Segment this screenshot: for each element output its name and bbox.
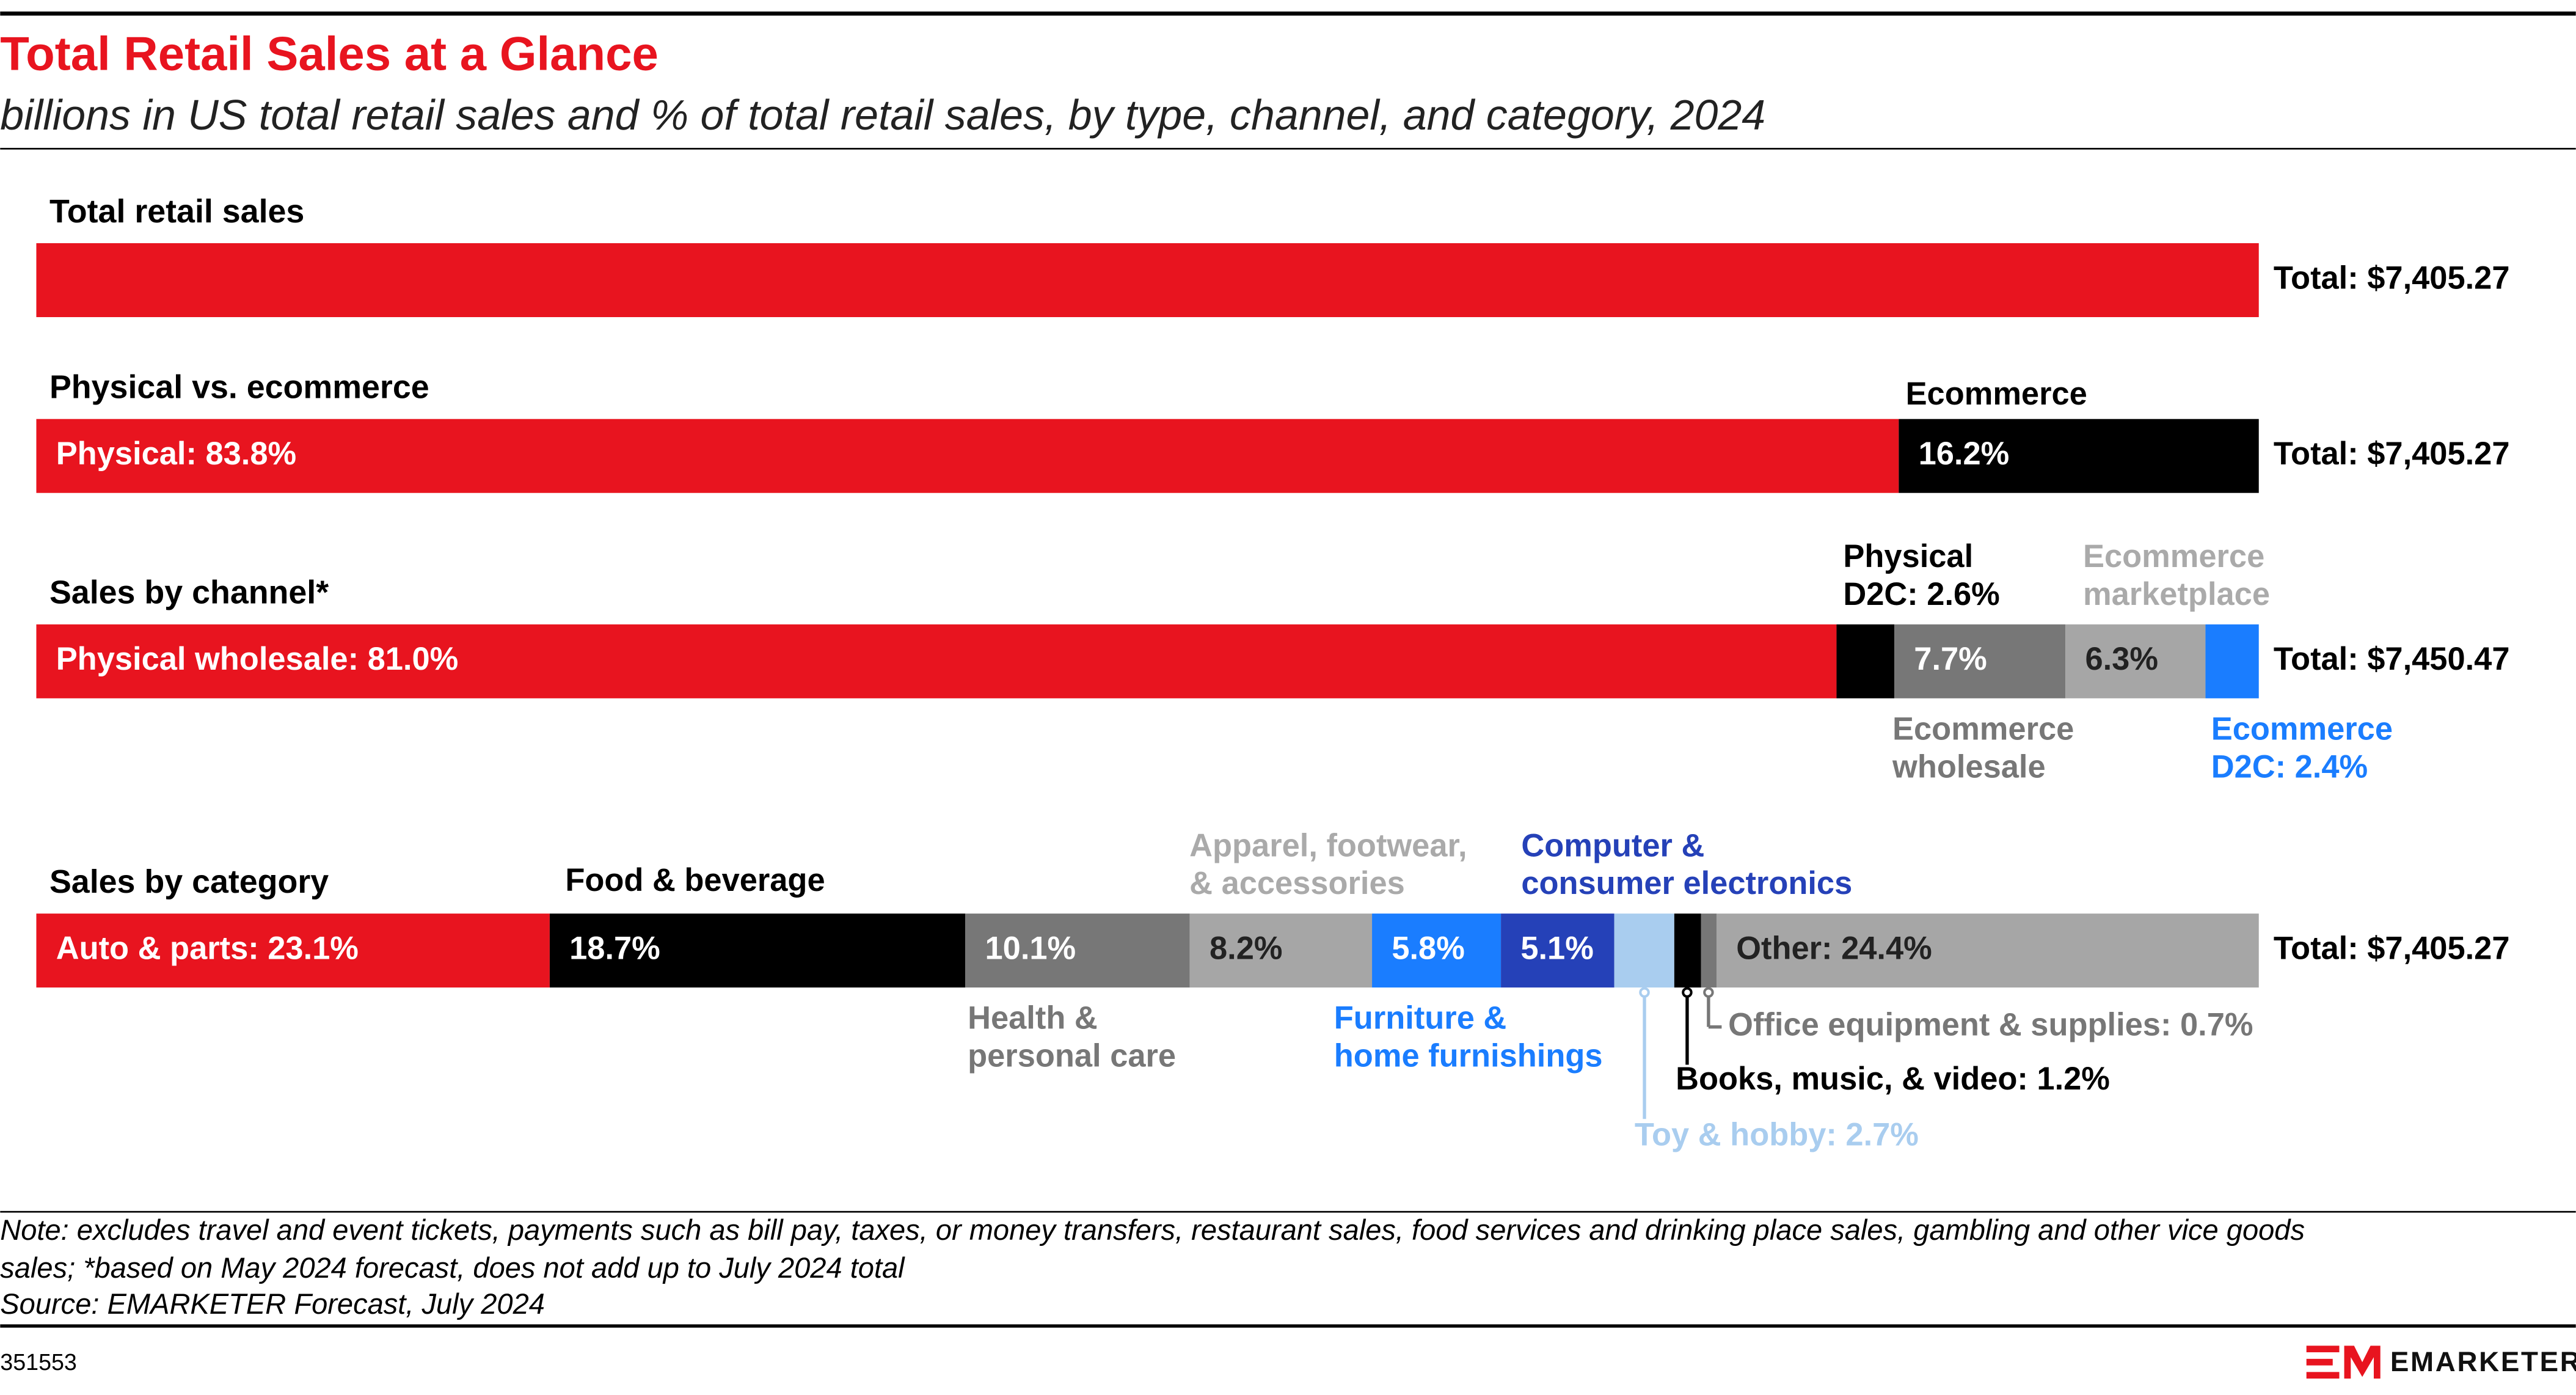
note: sales; *based on May 2024 forecast, does… xyxy=(0,1251,905,1284)
value-label: 8.2% xyxy=(1210,931,1283,966)
value-label: Physical: 83.8% xyxy=(56,436,296,472)
bar-segment xyxy=(549,914,966,988)
value-label: Office equipment & supplies: 0.7% xyxy=(1728,1007,2253,1042)
total-label: Total: $7,405.27 xyxy=(2274,436,2510,472)
brand: EMARKETER xyxy=(2390,1346,2576,1377)
bar-segment xyxy=(965,914,1190,988)
total-label: Total: $7,450.47 xyxy=(2274,642,2510,677)
value-label: 16.2% xyxy=(1919,436,2010,472)
segment-name: Health & xyxy=(968,1001,1098,1036)
value-label: 5.8% xyxy=(1392,931,1465,966)
bar-segment xyxy=(36,914,550,988)
bar-segment xyxy=(36,243,2259,317)
segment-name: personal care xyxy=(968,1039,1176,1074)
bar-segment xyxy=(1372,914,1501,988)
segment-name: home furnishings xyxy=(1334,1039,1603,1074)
segment-name: Ecommerce xyxy=(1892,711,2074,747)
segment-name: Furniture & xyxy=(1334,1001,1506,1036)
bar-segment xyxy=(1894,624,2066,698)
note: Note: excludes travel and event tickets,… xyxy=(0,1214,2305,1246)
bar-segment xyxy=(36,624,1837,698)
top-rule xyxy=(0,11,2576,16)
segment-name: marketplace xyxy=(2083,577,2270,612)
row-title: Sales by category xyxy=(49,863,329,900)
value-label: Books, music, & video: 1.2% xyxy=(1676,1061,2110,1097)
title: Total Retail Sales at a Glance xyxy=(0,27,659,81)
bar-segment xyxy=(36,419,1899,493)
value-label: Other: 24.4% xyxy=(1736,931,1932,966)
bar-segment xyxy=(1614,914,1674,988)
bar-segment xyxy=(2065,624,2206,698)
subtitle: billions in US total retail sales and % … xyxy=(0,91,1765,139)
segment-name: Ecommerce xyxy=(2083,539,2264,574)
bar-segment xyxy=(1836,624,1895,698)
bar-segment xyxy=(1701,914,1717,988)
total-label: Total: $7,405.27 xyxy=(2274,260,2510,296)
value-label: Physical wholesale: 81.0% xyxy=(56,642,459,677)
rule xyxy=(0,1324,2576,1328)
bar-segment xyxy=(1899,419,2259,493)
bar-segment xyxy=(1189,914,1373,988)
leader-dot xyxy=(1639,987,1650,998)
segment-name: Computer & xyxy=(1521,828,1704,863)
value-label: 10.1% xyxy=(985,931,1076,966)
value-label: Physical xyxy=(1843,539,1973,574)
value-label: D2C: 2.6% xyxy=(1843,577,1999,612)
row-title: Physical vs. ecommerce xyxy=(49,369,429,406)
row-title: Sales by channel* xyxy=(49,574,329,611)
value-label: Auto & parts: 23.1% xyxy=(56,931,359,966)
leader-dot xyxy=(1682,987,1693,998)
bar-segment xyxy=(2205,624,2259,698)
value-label: 6.3% xyxy=(2085,642,2158,677)
segment-name: Apparel, footwear, xyxy=(1189,828,1467,863)
segment-name: Food & beverage xyxy=(565,863,825,898)
value-label: 7.7% xyxy=(1914,642,1987,677)
bar-segment xyxy=(1674,914,1701,988)
rule xyxy=(0,1210,2576,1213)
chart-id: 351553 xyxy=(0,1349,77,1375)
value-label: 18.7% xyxy=(569,931,660,966)
bar-segment xyxy=(1716,914,2259,988)
value-label: 5.1% xyxy=(1520,931,1594,966)
value-label: Ecommerce xyxy=(2211,711,2393,747)
row-title: Total retail sales xyxy=(49,193,304,230)
rule xyxy=(0,148,2576,150)
bar-segment xyxy=(1501,914,1615,988)
segment-name: consumer electronics xyxy=(1521,866,1852,901)
segment-name: & accessories xyxy=(1189,866,1405,901)
segment-name: wholesale xyxy=(1892,749,2046,785)
segment-name: Ecommerce xyxy=(1906,376,2087,412)
source: Source: EMARKETER Forecast, July 2024 xyxy=(0,1287,545,1320)
value-label: D2C: 2.4% xyxy=(2211,749,2368,785)
value-label: Toy & hobby: 2.7% xyxy=(1635,1118,1919,1153)
logo-icon xyxy=(2306,1346,2381,1379)
leader-dot xyxy=(1703,987,1714,998)
total-label: Total: $7,405.27 xyxy=(2274,931,2510,966)
